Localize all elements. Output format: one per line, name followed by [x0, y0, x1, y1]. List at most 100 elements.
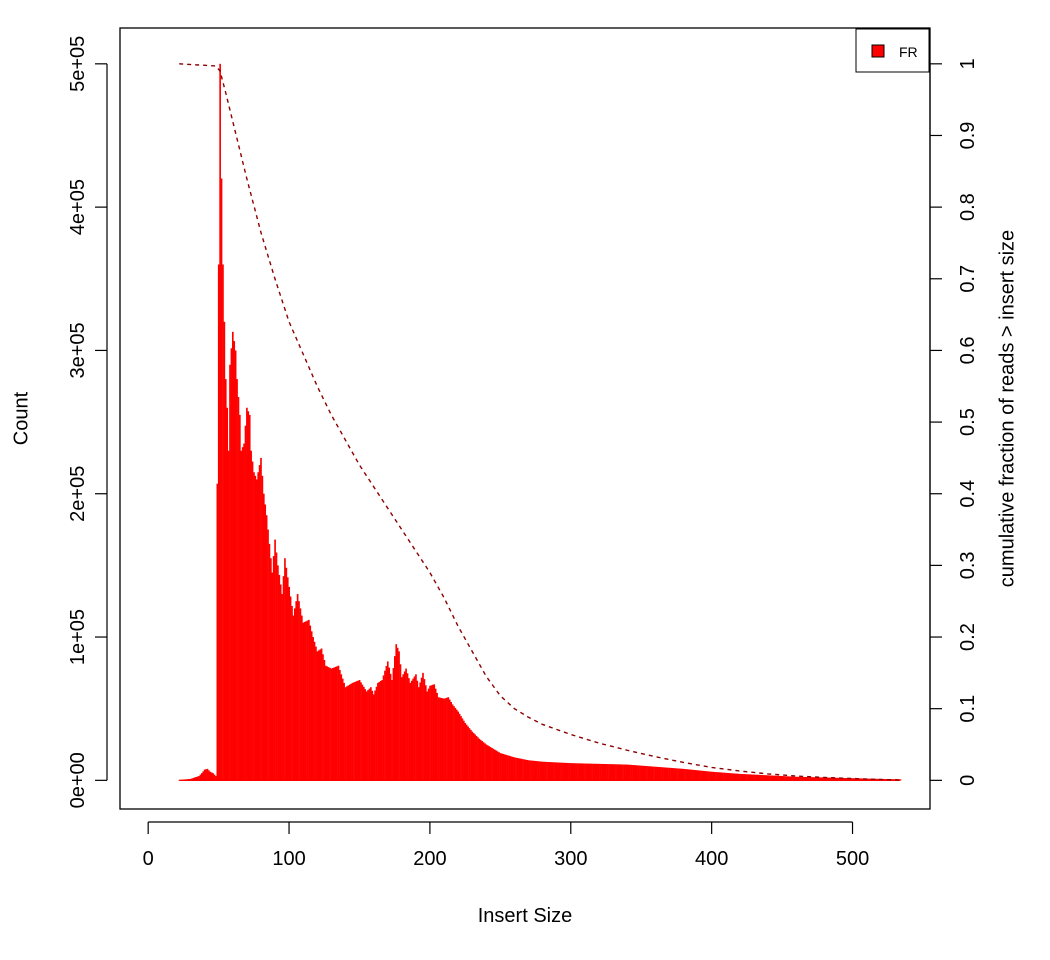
y2-tick-label: 0: [957, 775, 979, 786]
histogram-bar: [261, 475, 264, 781]
histogram-bar: [846, 778, 848, 781]
histogram-bar: [653, 766, 655, 781]
y-tick-label: 2e+05: [67, 466, 89, 522]
histogram-bar: [432, 684, 434, 781]
histogram-bar: [370, 687, 372, 781]
histogram-bar: [741, 774, 744, 781]
histogram-bar: [351, 682, 354, 781]
histogram-bar: [629, 764, 631, 781]
histogram-bar: [627, 764, 630, 781]
histogram-bar: [768, 775, 771, 781]
histogram-bar: [608, 764, 610, 781]
histogram-bar: [317, 650, 320, 781]
histogram-bar: [637, 765, 640, 781]
histogram-bar: [568, 763, 571, 781]
histogram-bar: [364, 689, 367, 781]
histogram-bar: [765, 775, 768, 781]
legend-swatch-fr: [871, 44, 885, 58]
histogram-bar: [630, 764, 633, 781]
histogram-bar: [834, 777, 837, 781]
histogram-bar: [234, 350, 237, 781]
histogram-bar: [588, 763, 591, 781]
histogram-bar: [537, 761, 540, 781]
histogram-bar: [844, 778, 847, 781]
histogram-bar: [544, 761, 547, 781]
histogram-bar: [605, 764, 607, 781]
x-tick-label: 0: [143, 848, 154, 870]
histogram-bar: [799, 776, 802, 781]
histogram-bar: [779, 775, 782, 781]
histogram-bar: [268, 543, 271, 781]
histogram-bar: [770, 775, 772, 781]
histogram-bar: [565, 762, 568, 781]
histogram-bar: [510, 756, 513, 781]
histogram-bar: [729, 773, 731, 781]
histogram-bar: [648, 766, 651, 781]
histogram-bar: [494, 749, 496, 781]
histogram-bar: [592, 763, 595, 781]
histogram-bar: [465, 724, 468, 781]
histogram-bar: [324, 665, 327, 781]
histogram-bar: [623, 764, 626, 781]
histogram-bar: [271, 572, 274, 781]
histogram-bar: [291, 605, 293, 781]
histogram-bar: [843, 777, 846, 781]
histogram-bar: [730, 773, 733, 781]
histogram-bar: [757, 774, 760, 781]
histogram-bar: [301, 615, 303, 781]
histogram-bar: [851, 778, 854, 781]
histogram-bar: [264, 504, 267, 781]
histogram-bar: [594, 763, 596, 781]
histogram-bar: [254, 475, 257, 781]
histogram-bar: [708, 771, 710, 781]
histogram-bar: [839, 777, 841, 781]
histogram-bar: [240, 450, 243, 781]
histogram-bar: [572, 763, 575, 781]
histogram-bar: [761, 775, 764, 781]
histogram-bar: [396, 647, 399, 781]
histogram-bar: [346, 686, 348, 781]
histogram-bar: [196, 776, 199, 781]
histogram-bar: [341, 678, 344, 781]
histogram-bar: [677, 768, 679, 781]
histogram-bar: [696, 770, 699, 781]
histogram-bar: [517, 758, 520, 781]
histogram-bar: [764, 775, 767, 781]
histogram-bar: [278, 574, 281, 781]
histogram-bar: [555, 762, 558, 781]
histogram-bar: [375, 686, 378, 781]
histogram-bar: [508, 755, 510, 781]
histogram-bar: [695, 770, 698, 781]
histogram-bar: [679, 768, 682, 781]
histogram-bar: [539, 761, 541, 781]
legend-box: [855, 28, 930, 73]
y-tick-label: 1e+05: [67, 609, 89, 665]
histogram-bar: [330, 668, 333, 781]
histogram-bar: [312, 637, 314, 781]
histogram-bar: [251, 461, 254, 781]
histogram-bar: [785, 776, 788, 781]
histogram-bar: [553, 762, 555, 781]
histogram-bar: [208, 770, 210, 781]
histogram-bar: [787, 776, 789, 781]
histogram-bar: [399, 664, 402, 781]
histogram-bar: [277, 565, 279, 781]
histogram-bar: [292, 615, 295, 781]
histogram-bar: [379, 680, 382, 781]
histogram-bar: [706, 771, 709, 781]
histogram-bar: [840, 777, 843, 781]
x-tick-label: 400: [695, 848, 728, 870]
histogram-bar: [461, 718, 464, 781]
histogram-bar: [723, 772, 726, 781]
histogram-bar: [398, 651, 400, 781]
histogram-bar: [737, 773, 740, 781]
histogram-bar: [882, 778, 885, 781]
histogram-bar: [660, 767, 662, 781]
histogram-bar: [262, 493, 265, 781]
histogram-bar: [299, 608, 302, 781]
histogram-bar: [795, 776, 798, 781]
histogram-bar: [867, 778, 869, 781]
histogram-bar: [775, 775, 778, 781]
histogram-bar: [830, 777, 833, 781]
histogram-bar: [209, 771, 212, 781]
